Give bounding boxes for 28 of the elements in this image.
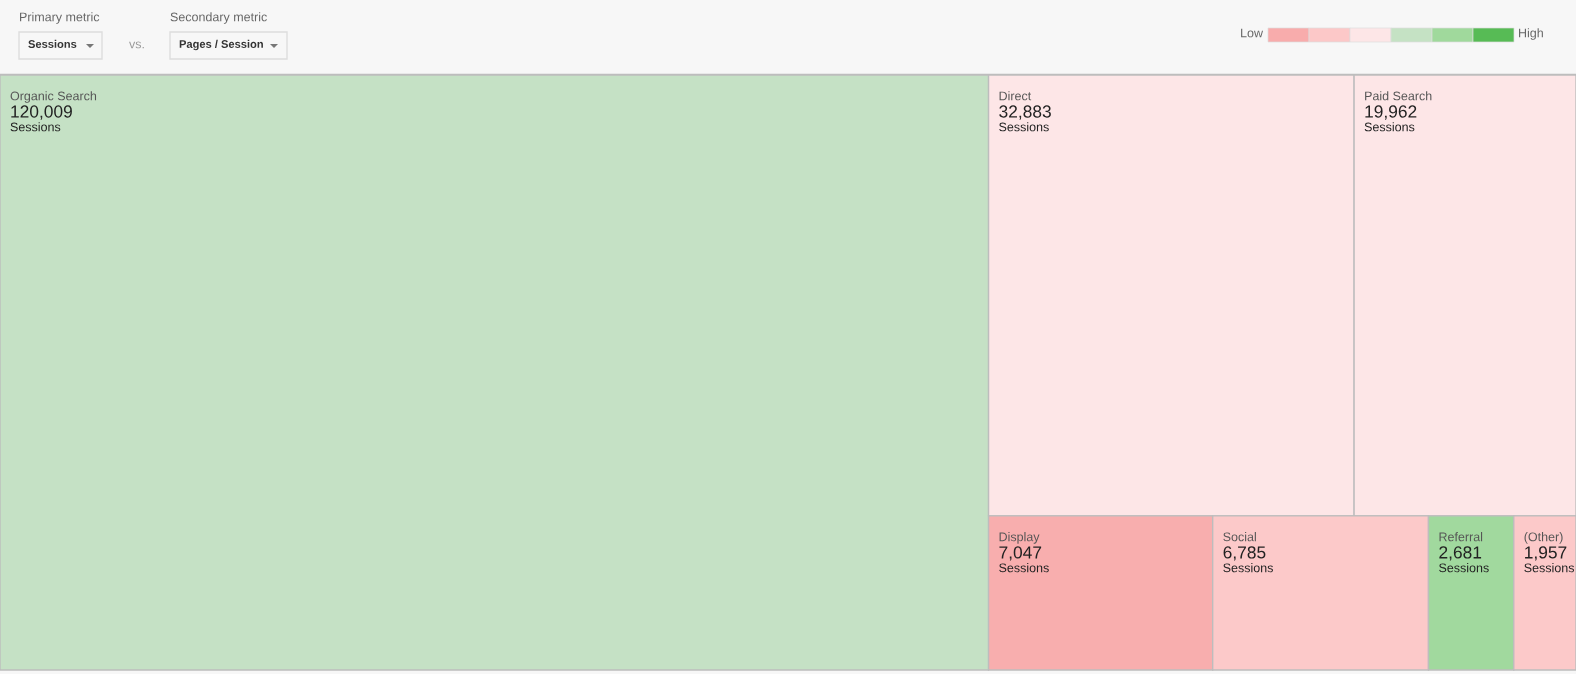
category-label: Display: [999, 532, 1040, 544]
text: Sessions: [999, 122, 1049, 132]
data-label: 32,883: [999, 105, 1051, 120]
data-label: 6,785: [1223, 546, 1266, 561]
data-label: 19,962: [1365, 105, 1417, 120]
text: Sessions: [1439, 563, 1489, 573]
category-label: Referral: [1439, 532, 1483, 542]
category-label: Paid Search: [1365, 91, 1432, 101]
text: vs.: [129, 41, 144, 49]
text: Sessions: [10, 122, 61, 132]
text: Pages / Session: [179, 39, 263, 51]
data-label: 2,681: [1439, 546, 1482, 561]
category-label: Direct: [999, 91, 1032, 101]
category-label: (Other): [1524, 532, 1563, 544]
text: Sessions: [1524, 563, 1575, 573]
data-label: 7,047: [999, 546, 1042, 561]
text: Primary metric: [20, 12, 100, 24]
text: Low: [1241, 28, 1264, 38]
text: Sessions: [999, 563, 1049, 573]
category-label: Organic Search: [10, 91, 97, 103]
text: Secondary metric: [170, 12, 267, 24]
data-label: 120,009: [11, 105, 72, 120]
text: Sessions: [1223, 563, 1273, 573]
data-label: 1,957: [1525, 546, 1567, 561]
text: Sessions: [28, 39, 77, 48]
text: High: [1519, 28, 1543, 40]
category-label: Social: [1223, 532, 1256, 542]
text: Sessions: [1364, 122, 1415, 132]
